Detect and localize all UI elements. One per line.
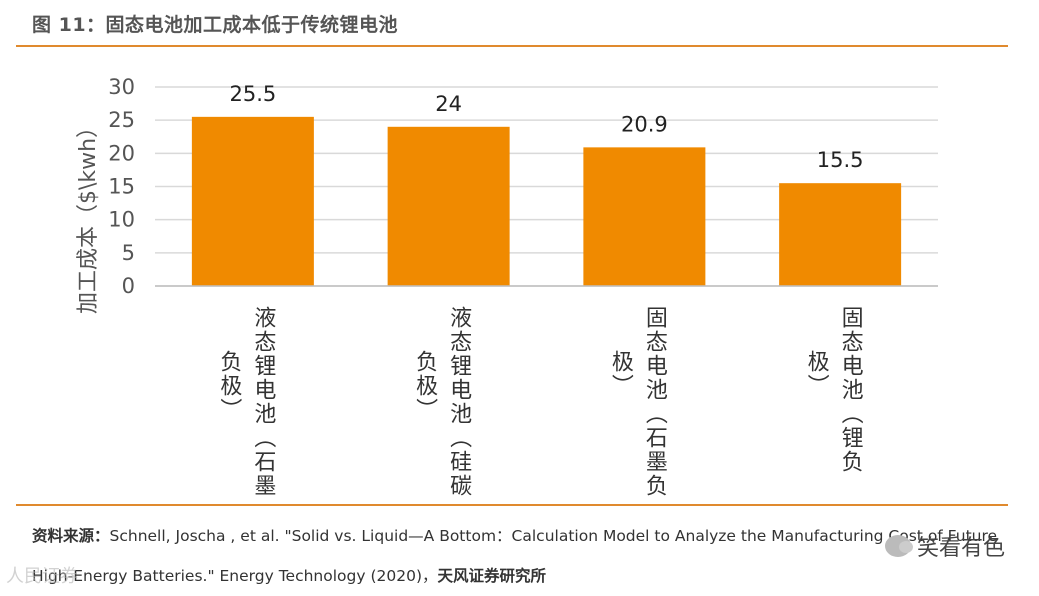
data-label: 20.9 (621, 112, 668, 136)
data-label: 25.5 (229, 82, 276, 106)
y-tick-label: 25 (108, 108, 135, 132)
bar (583, 147, 706, 286)
source-org: 天风证券研究所 (437, 567, 547, 585)
x-category-label: 固态电池（锂负 (838, 306, 864, 474)
x-category-label: 极） (608, 350, 634, 398)
top-divider (16, 45, 1008, 47)
y-tick-label: 20 (108, 141, 135, 165)
data-label: 15.5 (817, 148, 864, 172)
watermark-text: 笑看有色 (916, 536, 1005, 561)
wechat-watermark: 笑看有色 (884, 530, 1005, 562)
data-label: 24 (435, 92, 462, 116)
corner-watermark: 人民证券 (6, 566, 78, 587)
y-tick-label: 5 (122, 241, 135, 265)
x-category-label: 液态锂电池（硅碳 (446, 306, 472, 498)
y-tick-label: 10 (108, 208, 135, 232)
bar (191, 116, 314, 286)
y-tick-label: 0 (122, 274, 135, 298)
source-note: 资料来源：Schnell, Joscha , et al. "Solid vs.… (32, 516, 1007, 596)
x-category-label: 极） (804, 350, 830, 398)
bar (779, 183, 902, 286)
y-axis-label: 加工成本（$\kwh） (76, 115, 101, 315)
bar (387, 126, 510, 286)
y-tick-label: 30 (108, 75, 135, 99)
x-category-label: 液态锂电池（石墨 (250, 306, 276, 498)
figure-title: 图 11：固态电池加工成本低于传统锂电池 (32, 14, 399, 36)
source-label: 资料来源： (32, 527, 110, 545)
x-category-label: 负极） (412, 350, 438, 422)
y-tick-label: 15 (108, 175, 135, 199)
bottom-divider (16, 504, 1008, 506)
source-citation: Schnell, Joscha , et al. "Solid vs. Liqu… (32, 527, 998, 585)
x-category-label: 负极） (216, 350, 242, 422)
x-category-label: 固态电池（石墨负 (642, 306, 668, 498)
wechat-icon (884, 535, 913, 557)
